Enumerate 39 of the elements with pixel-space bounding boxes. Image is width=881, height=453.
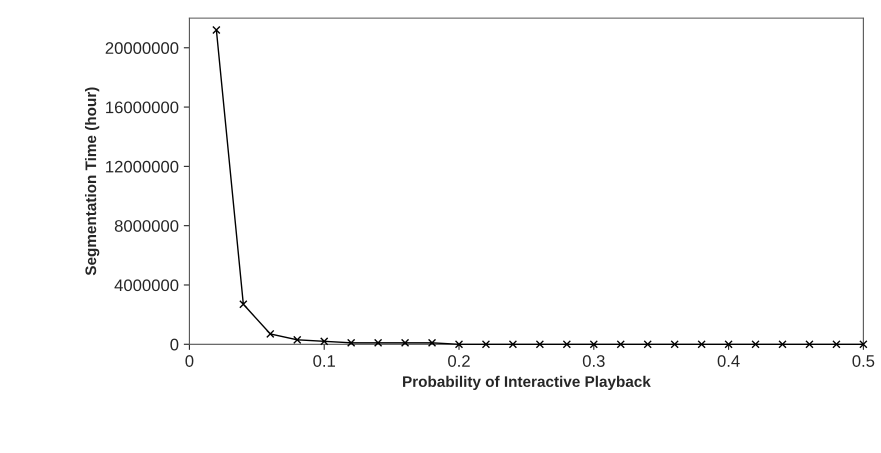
y-tick-label: 16000000 xyxy=(106,101,178,114)
y-tick-label: 0 xyxy=(170,338,178,350)
point xyxy=(590,340,598,348)
point xyxy=(266,330,274,338)
point xyxy=(644,340,652,348)
point xyxy=(400,338,410,347)
y-tick-label: 20000000 xyxy=(106,42,178,54)
point xyxy=(454,340,464,348)
y-axis-title: Segmentation Time (hour) xyxy=(84,87,100,276)
point xyxy=(347,338,356,347)
point xyxy=(293,336,302,344)
x-tick-label: 0.3 xyxy=(582,355,605,367)
x-tick-label: 0.2 xyxy=(448,355,470,367)
point xyxy=(751,340,760,348)
x-tick-label: 0.5 xyxy=(852,355,874,367)
y-tick-label: 12000000 xyxy=(106,160,178,173)
point xyxy=(482,340,490,348)
point xyxy=(428,338,436,347)
x-tick-label: 0 xyxy=(185,355,194,367)
x-tick-label: 0.4 xyxy=(718,355,740,367)
point xyxy=(239,300,248,308)
point xyxy=(859,340,868,348)
point xyxy=(374,338,382,347)
x-axis-title: Probability of Interactive Playback xyxy=(403,376,651,390)
point xyxy=(724,340,733,348)
point xyxy=(508,340,518,348)
point xyxy=(562,340,571,348)
point xyxy=(670,340,679,348)
x-tick-label: 0.1 xyxy=(313,355,335,367)
point xyxy=(832,340,841,348)
point xyxy=(697,340,706,348)
y-tick-label: 8000000 xyxy=(114,220,178,232)
y-tick-label: 4000000 xyxy=(114,279,178,292)
point xyxy=(778,340,787,348)
point xyxy=(616,340,625,348)
point xyxy=(320,337,328,346)
point xyxy=(805,340,814,348)
point xyxy=(212,26,221,34)
point xyxy=(536,340,544,348)
